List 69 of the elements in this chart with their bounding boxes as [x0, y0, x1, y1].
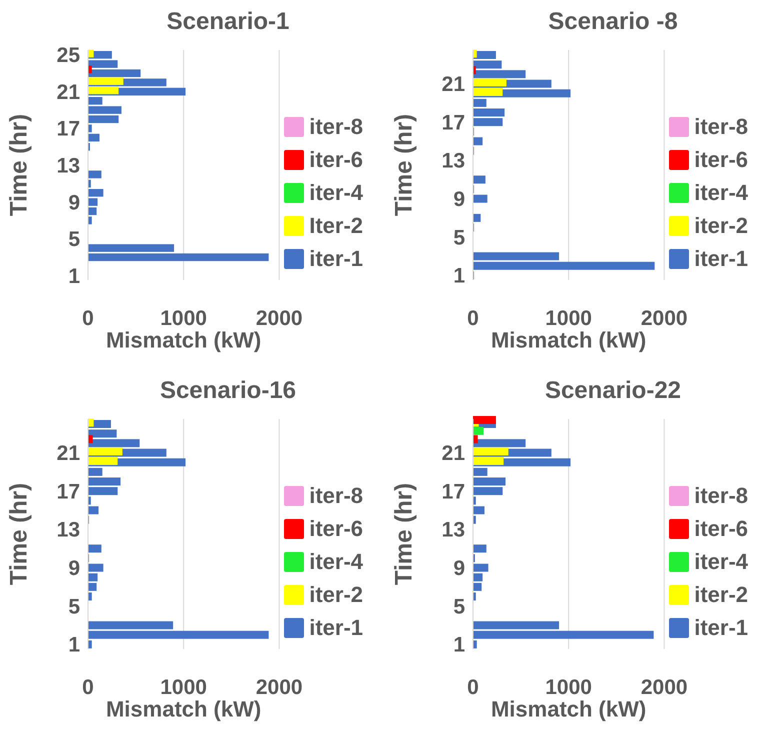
legend-label: iter-1 [309, 614, 363, 642]
y-tick-label: 5 [453, 595, 466, 618]
legend-label: iter-4 [694, 548, 748, 576]
x-tick-label: 1000 [545, 676, 592, 699]
x-axis-title: Mismatch (kW) [490, 696, 646, 722]
chart-title: Scenario-16 [158, 377, 298, 406]
legend-label: iter-2 [694, 581, 748, 609]
x-axis-title: Mismatch (kW) [106, 328, 262, 353]
y-axis-title: Time (hr) [390, 114, 418, 216]
x-tick-label: 1000 [160, 676, 207, 699]
y-tick-label: 21 [56, 442, 80, 465]
legend-label: iter-8 [309, 113, 363, 141]
y-axis-title: Time (hr) [6, 114, 33, 216]
legend-label: iter-2 [694, 212, 748, 240]
legend-label: iter-6 [694, 146, 748, 174]
y-tick-label: 9 [68, 191, 80, 214]
y-tick-label: 13 [56, 154, 80, 178]
legend-label: iter-1 [694, 614, 748, 642]
legend-label: iter-4 [694, 179, 748, 207]
legend-label: iter-6 [694, 515, 748, 543]
x-tick-label: 0 [82, 676, 94, 699]
y-tick-label: 5 [68, 595, 80, 618]
chart-title: Scenario-1 [166, 8, 290, 37]
x-tick-label: 0 [467, 676, 479, 699]
y-tick-label: 21 [56, 80, 80, 104]
x-tick-label: 0 [467, 306, 479, 330]
x-tick-label: 1000 [160, 306, 207, 330]
x-tick-label: 2000 [256, 676, 303, 699]
legend-label: iter-2 [309, 581, 363, 609]
y-tick-label: 13 [56, 518, 80, 542]
y-tick-label: 21 [442, 442, 466, 465]
x-tick-label: 2000 [640, 676, 688, 699]
legend-label: iter-4 [309, 179, 363, 207]
chart-title: Scenario -8 [547, 8, 679, 37]
y-tick-label: 1 [453, 264, 466, 288]
y-tick-label: 1 [453, 634, 466, 657]
y-tick-label: 1 [68, 634, 80, 657]
legend-label: iter-6 [309, 146, 363, 174]
legend-label: iter-4 [309, 548, 363, 576]
y-tick-label: 17 [442, 111, 465, 134]
x-tick-label: 0 [82, 306, 94, 330]
y-tick-label: 1 [68, 264, 80, 288]
y-axis-title: Time (hr) [390, 482, 418, 586]
y-axis-title: Time (hr) [6, 482, 33, 586]
legend-label: iter-6 [309, 515, 363, 543]
x-axis-title: Mismatch (kW) [106, 696, 262, 722]
legend-label: iter-8 [694, 482, 748, 510]
legend-label: iter-8 [309, 482, 363, 510]
legend-label: iter-8 [694, 113, 748, 141]
x-tick-label: 2000 [256, 306, 303, 330]
x-tick-label: 2000 [640, 306, 688, 330]
y-tick-label: 5 [68, 228, 80, 252]
y-tick-label: 9 [68, 556, 80, 580]
legend-label: Iter-2 [309, 212, 363, 240]
y-tick-label: 17 [56, 118, 80, 141]
x-axis-title: Mismatch (kW) [490, 328, 646, 353]
legend-label: iter-1 [309, 245, 363, 273]
y-tick-label: 17 [442, 480, 465, 504]
legend-label: iter-1 [694, 245, 748, 273]
y-tick-label: 25 [56, 44, 80, 68]
y-tick-label: 17 [56, 480, 80, 504]
y-tick-label: 9 [453, 556, 465, 580]
y-tick-label: 13 [442, 518, 465, 542]
y-tick-label: 21 [442, 72, 466, 96]
y-tick-label: 9 [453, 188, 465, 211]
y-tick-label: 5 [453, 226, 466, 250]
chart-title: Scenario-22 [544, 377, 682, 406]
x-tick-label: 1000 [545, 306, 592, 330]
y-tick-label: 13 [442, 150, 465, 173]
